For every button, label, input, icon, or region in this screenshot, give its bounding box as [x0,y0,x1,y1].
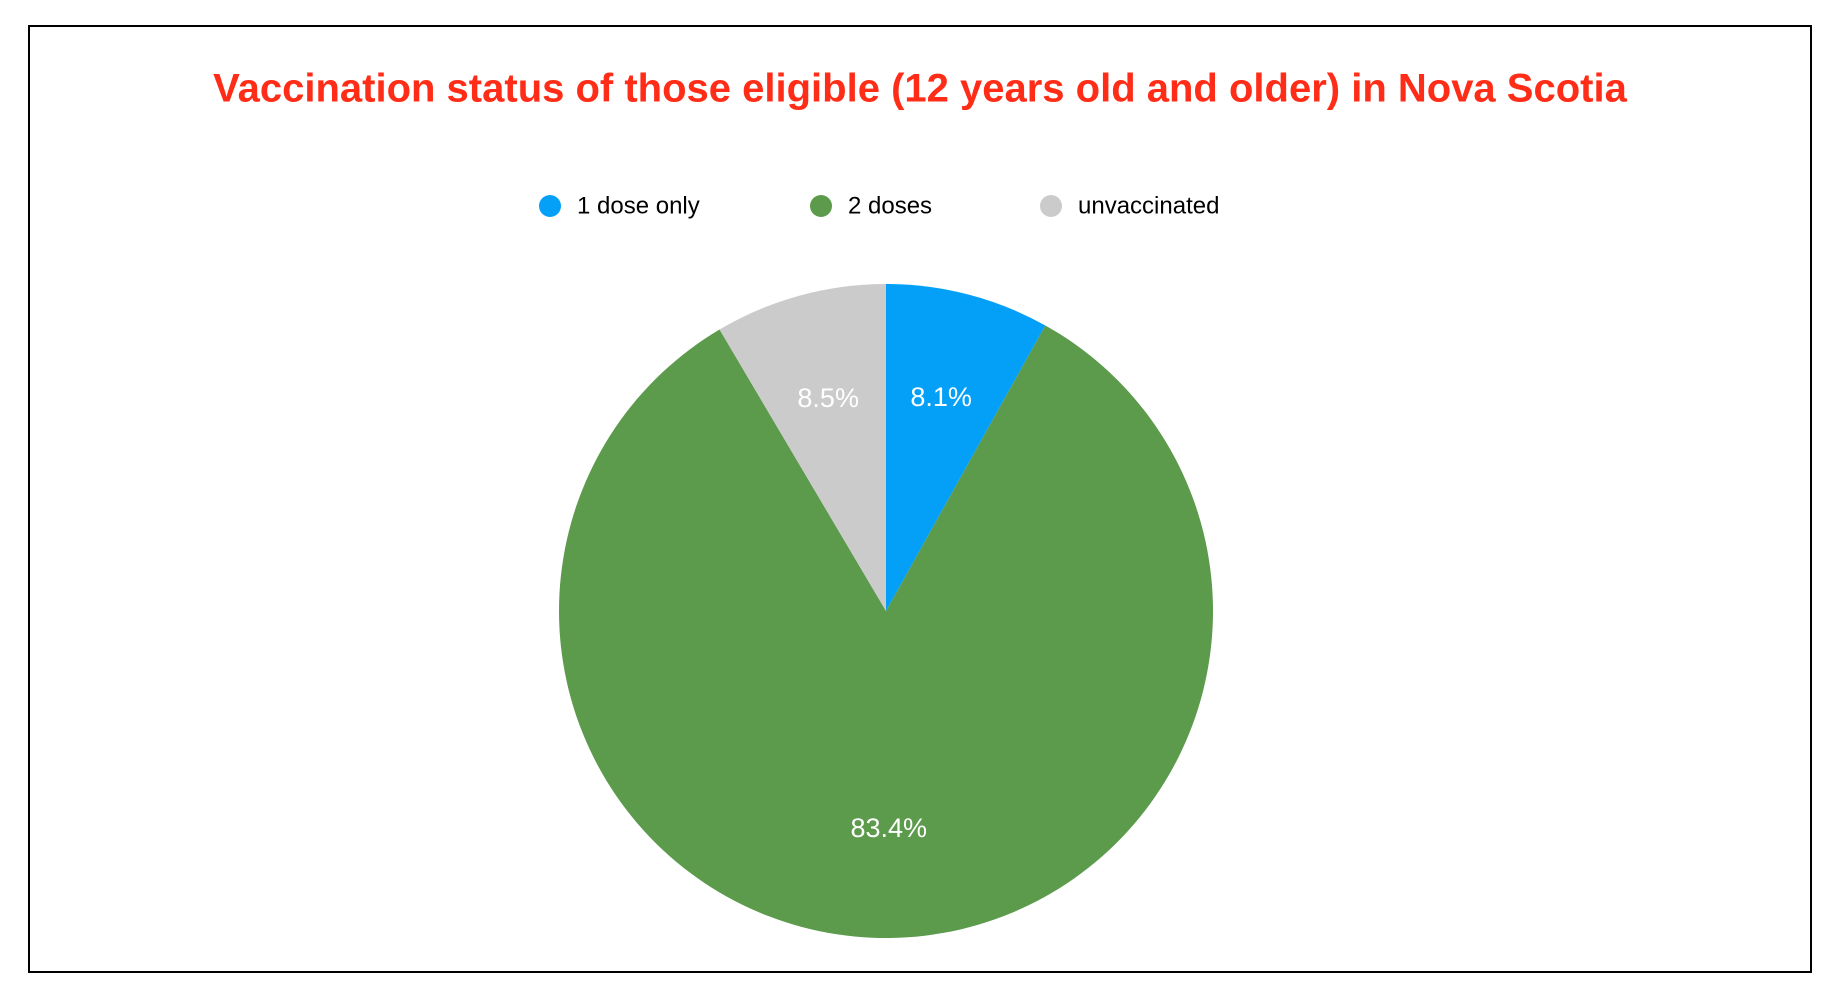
legend-label: 2 doses [848,192,932,219]
pie-slice [886,284,1046,611]
slice-label: 83.4% [850,813,927,843]
pie-slice [559,325,1213,938]
slice-label: 8.1% [910,382,972,412]
legend-marker [539,195,561,217]
legend-label: unvaccinated [1078,192,1219,219]
pie-slice [719,284,886,611]
legend-marker [1040,195,1062,217]
slice-label: 8.5% [797,383,859,413]
legend-marker [810,195,832,217]
legend-label: 1 dose only [577,192,700,219]
chart-title: Vaccination status of those eligible (12… [213,67,1627,111]
